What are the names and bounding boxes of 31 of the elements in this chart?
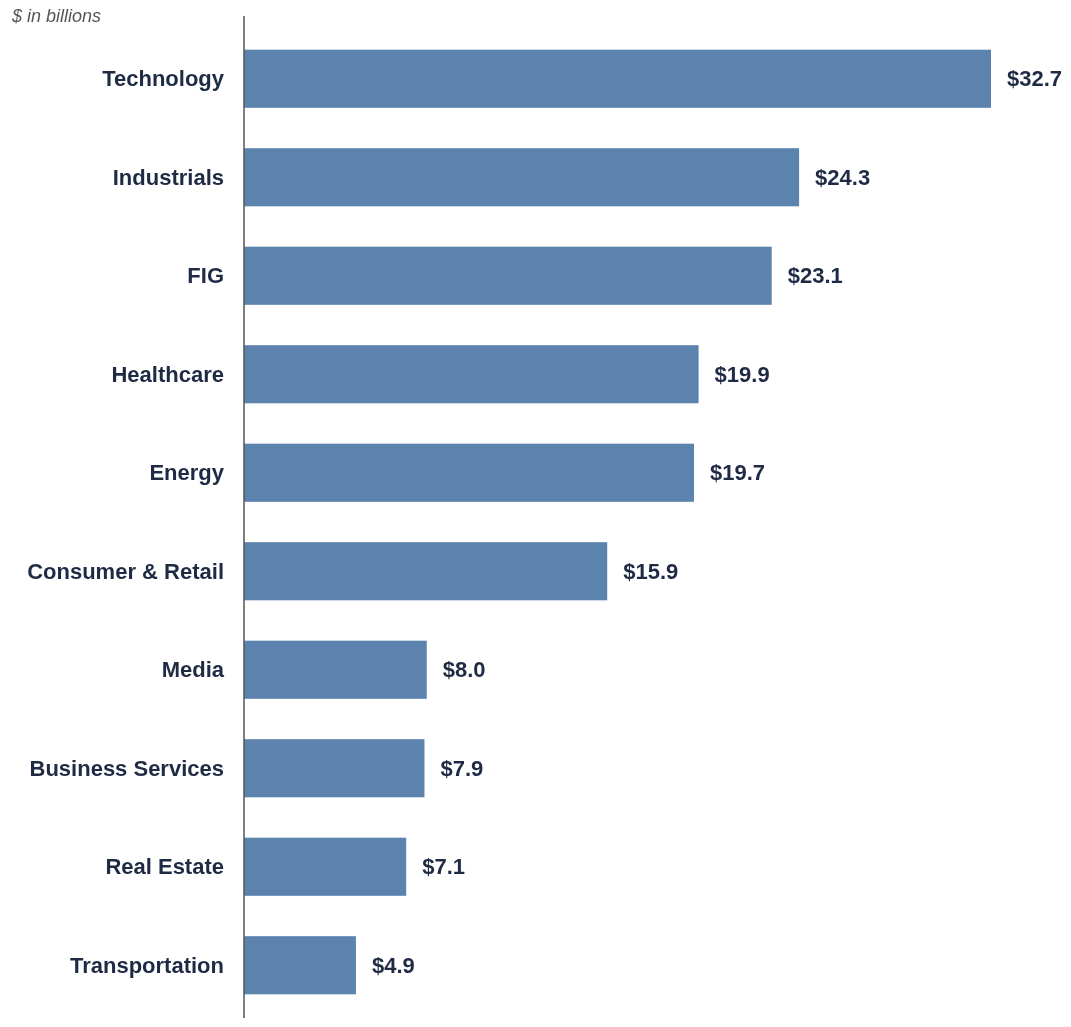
text: $ in billions xyxy=(11,6,102,26)
bar xyxy=(244,345,699,404)
y-tick-label: Industrials xyxy=(112,164,224,190)
y-tick-label: Business Services xyxy=(29,755,224,781)
y-tick-label: Energy xyxy=(149,460,225,486)
y-tick-label: Healthcare xyxy=(111,361,224,387)
data-label: $23.1 xyxy=(787,263,843,289)
bar xyxy=(244,837,407,896)
bar xyxy=(244,542,608,601)
data-label: $8.0 xyxy=(442,657,486,683)
bar xyxy=(244,148,800,207)
bar xyxy=(244,49,991,108)
y-tick-label: Real Estate xyxy=(105,854,224,880)
y-tick-label: FIG xyxy=(187,263,224,289)
y-tick-label: Transportation xyxy=(69,952,224,978)
data-label: $19.9 xyxy=(714,361,770,387)
bar xyxy=(244,936,356,995)
bar xyxy=(244,246,772,305)
data-label: $32.7 xyxy=(1007,66,1063,92)
y-tick-label: Consumer & Retail xyxy=(27,558,224,584)
data-label: $19.7 xyxy=(710,460,766,486)
data-label: $24.3 xyxy=(815,164,871,190)
data-label: $15.9 xyxy=(623,558,679,584)
y-tick-label: Technology xyxy=(102,66,225,92)
y-tick-label: Media xyxy=(161,657,225,683)
bar xyxy=(244,443,695,502)
bar xyxy=(244,739,425,798)
data-label: $4.9 xyxy=(371,952,415,978)
data-label: $7.1 xyxy=(422,854,466,880)
data-label: $7.9 xyxy=(440,755,484,781)
bar xyxy=(244,640,427,699)
